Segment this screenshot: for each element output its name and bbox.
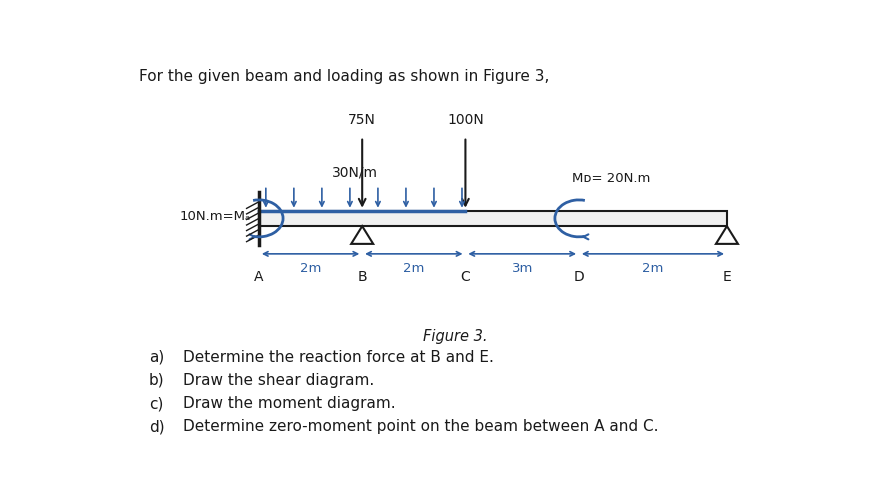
Bar bbox=[259, 211, 727, 226]
Text: 100N: 100N bbox=[447, 113, 484, 128]
Text: A: A bbox=[254, 271, 264, 285]
Text: D: D bbox=[574, 271, 584, 285]
Text: 75N: 75N bbox=[348, 113, 377, 128]
Polygon shape bbox=[351, 226, 373, 244]
Text: Figure 3.: Figure 3. bbox=[423, 329, 488, 344]
Text: Determine zero-moment point on the beam between A and C.: Determine zero-moment point on the beam … bbox=[183, 420, 659, 434]
Text: E: E bbox=[723, 271, 732, 285]
Text: C: C bbox=[461, 271, 471, 285]
Text: b): b) bbox=[149, 373, 164, 388]
Text: Draw the moment diagram.: Draw the moment diagram. bbox=[183, 396, 396, 411]
Text: a): a) bbox=[149, 349, 164, 365]
Text: 2m: 2m bbox=[642, 262, 663, 275]
Text: 30N/m: 30N/m bbox=[332, 165, 378, 179]
Text: For the given beam and loading as shown in Figure 3,: For the given beam and loading as shown … bbox=[139, 69, 549, 84]
Text: B: B bbox=[357, 271, 367, 285]
Text: d): d) bbox=[149, 420, 164, 434]
Polygon shape bbox=[716, 226, 738, 244]
Text: Determine the reaction force at B and E.: Determine the reaction force at B and E. bbox=[183, 349, 494, 365]
Text: 10N.m=Mₐ: 10N.m=Mₐ bbox=[179, 210, 250, 223]
Text: Mᴅ= 20N.m: Mᴅ= 20N.m bbox=[572, 172, 651, 185]
Text: 2m: 2m bbox=[300, 262, 321, 275]
Text: Draw the shear diagram.: Draw the shear diagram. bbox=[183, 373, 375, 388]
Text: c): c) bbox=[149, 396, 163, 411]
Text: 3m: 3m bbox=[511, 262, 533, 275]
Text: 2m: 2m bbox=[403, 262, 424, 275]
